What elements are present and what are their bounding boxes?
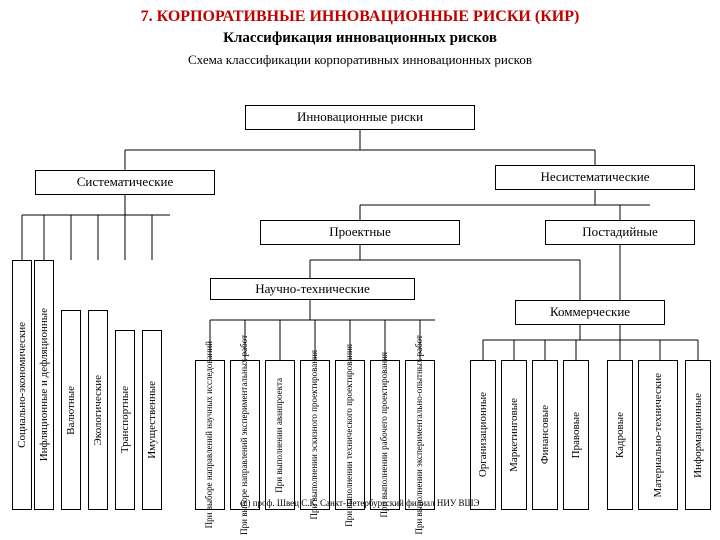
com-leaf-6-label: Информационные [692, 393, 704, 478]
sys-leaf-3-label: Экологические [92, 375, 104, 445]
node-stage-label: Постадийные [582, 225, 658, 239]
com-leaf-2: Финансовые [532, 360, 558, 510]
sys-leaf-0: Социально-экономические [12, 260, 32, 510]
sys-leaf-4-label: Транспортные [119, 386, 131, 453]
node-nonsystematic-label: Несистематические [540, 170, 649, 184]
sci-leaf-0: При выборе направлений научных исследова… [195, 360, 225, 510]
com-leaf-3-label: Правовые [570, 412, 582, 458]
node-stage: Постадийные [545, 220, 695, 245]
com-leaf-4: Кадровые [607, 360, 633, 510]
node-commercial-label: Коммерческие [550, 305, 630, 319]
node-project-label: Проектные [329, 225, 391, 239]
sci-leaf-3: При выполнении эскизного проектирования [300, 360, 330, 510]
sci-leaf-5-label: При выполнении рабочего проектирования [380, 352, 390, 517]
sci-leaf-6: При выполнении экспериментально-опытных … [405, 360, 435, 510]
page-subtitle: Классификация инновационных рисков [0, 30, 720, 47]
sys-leaf-0-label: Социально-экономические [16, 322, 28, 448]
node-commercial: Коммерческие [515, 300, 665, 325]
com-leaf-5: Материально-технические [638, 360, 678, 510]
sci-leaf-3-label: При выполнении эскизного проектирования [310, 350, 320, 520]
sys-leaf-2-label: Валютные [65, 386, 77, 435]
sys-leaf-1: Инфляционные и дефляционные [34, 260, 54, 510]
com-leaf-1: Маркетинговые [501, 360, 527, 510]
com-leaf-2-label: Финансовые [539, 405, 551, 464]
sci-leaf-1: При выборе направлений экспериментальных… [230, 360, 260, 510]
sys-leaf-3: Экологические [88, 310, 108, 510]
node-root: Инновационные риски [245, 105, 475, 130]
sci-leaf-2-label: При выполнении аванпроекта [275, 378, 285, 493]
footer-text: (с) проф. Швец С.К. Санкт-Петербургский … [0, 498, 720, 508]
com-leaf-4-label: Кадровые [614, 412, 626, 458]
sci-leaf-2: При выполнении аванпроекта [265, 360, 295, 510]
page-title: 7. КОРПОРАТИВНЫЕ ИННОВАЦИОННЫЕ РИСКИ (КИ… [0, 8, 720, 26]
sys-leaf-5-label: Имущественные [146, 381, 158, 459]
node-scientific: Научно-технические [210, 278, 415, 300]
node-root-label: Инновационные риски [297, 110, 423, 124]
sci-leaf-5: При выполнении рабочего проектирования [370, 360, 400, 510]
node-systematic-label: Систематические [77, 175, 174, 189]
com-leaf-1-label: Маркетинговые [508, 398, 520, 472]
node-project: Проектные [260, 220, 460, 245]
page-subtitle2: Схема классификации корпоративных иннова… [0, 52, 720, 68]
com-leaf-6: Информационные [685, 360, 711, 510]
com-leaf-0: Организационные [470, 360, 496, 510]
sys-leaf-2: Валютные [61, 310, 81, 510]
node-nonsystematic: Несистематические [495, 165, 695, 190]
com-leaf-0-label: Организационные [477, 392, 489, 477]
com-leaf-3: Правовые [563, 360, 589, 510]
node-scientific-label: Научно-технические [255, 282, 369, 296]
sys-leaf-4: Транспортные [115, 330, 135, 510]
sci-leaf-4: При выполнении технического проектирован… [335, 360, 365, 510]
node-systematic: Систематические [35, 170, 215, 195]
com-leaf-5-label: Материально-технические [652, 373, 664, 498]
sys-leaf-1-label: Инфляционные и дефляционные [38, 308, 50, 461]
sys-leaf-5: Имущественные [142, 330, 162, 510]
